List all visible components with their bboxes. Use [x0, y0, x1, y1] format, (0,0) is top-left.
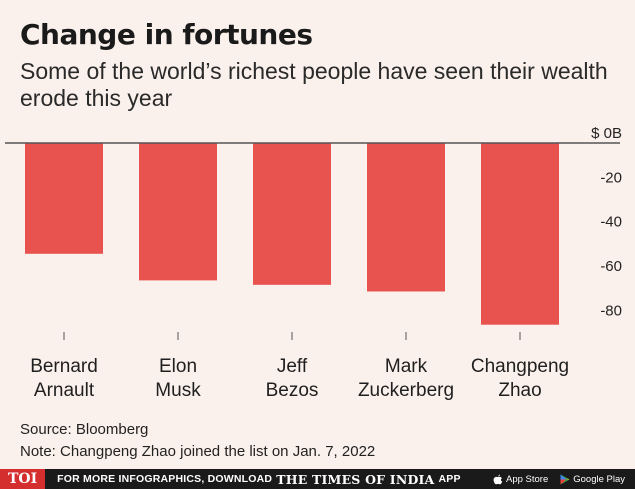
- app-store-link[interactable]: App Store: [493, 474, 548, 485]
- x-tick-label: Arnault: [34, 380, 95, 401]
- apple-icon: [493, 474, 503, 484]
- y-tick-label: $ 0B: [591, 125, 622, 142]
- google-play-link[interactable]: Google Play: [560, 474, 625, 485]
- y-tick-label: -60: [600, 258, 622, 275]
- chart-title: Change in fortunes: [20, 18, 313, 51]
- app-store-label: App Store: [505, 473, 549, 485]
- x-tick-label: Zuckerberg: [358, 380, 454, 401]
- x-tick-label: Musk: [155, 380, 201, 401]
- app-word: APP: [438, 473, 461, 485]
- store-links: App Store Google Play: [481, 474, 625, 485]
- x-tick-label: Jeff: [277, 356, 308, 377]
- y-tick-label: -40: [600, 214, 622, 231]
- footer-banner: TOI FOR MORE INFOGRAPHICS, DOWNLOAD THE …: [0, 469, 635, 489]
- bar: [25, 143, 103, 254]
- y-tick-label: -20: [600, 169, 622, 186]
- chart-subtitle: Some of the world’s richest people have …: [20, 58, 608, 111]
- google-play-label: Google Play: [573, 473, 625, 485]
- bar: [253, 143, 331, 285]
- x-tick-label: Bezos: [266, 380, 319, 401]
- source-note: Source: Bloomberg: [20, 421, 149, 438]
- x-tick-label: Elon: [159, 356, 197, 377]
- bar: [367, 143, 445, 292]
- x-tick-label: Changpeng: [471, 356, 569, 377]
- toi-logo[interactable]: TOI: [0, 469, 46, 489]
- y-tick-label: -80: [600, 302, 622, 319]
- promo-text: FOR MORE INFOGRAPHICS, DOWNLOAD: [57, 473, 273, 485]
- brand-name: THE TIMES OF INDIA: [276, 471, 435, 487]
- bar-chart: Bernard Arnault Elon Musk Jeff Bezos Mark Zucke…: [5, 125, 622, 401]
- x-tick-label: Mark: [385, 356, 428, 377]
- footer-promo: FOR MORE INFOGRAPHICS, DOWNLOAD THE TIME…: [57, 472, 461, 487]
- chart-note: Note: Changpeng Zhao joined the list on …: [20, 443, 376, 460]
- bar: [139, 143, 217, 281]
- bar: [481, 143, 559, 325]
- x-tick-label: Zhao: [498, 380, 541, 401]
- play-store-icon: [560, 474, 570, 484]
- x-tick-label: Bernard: [30, 356, 98, 377]
